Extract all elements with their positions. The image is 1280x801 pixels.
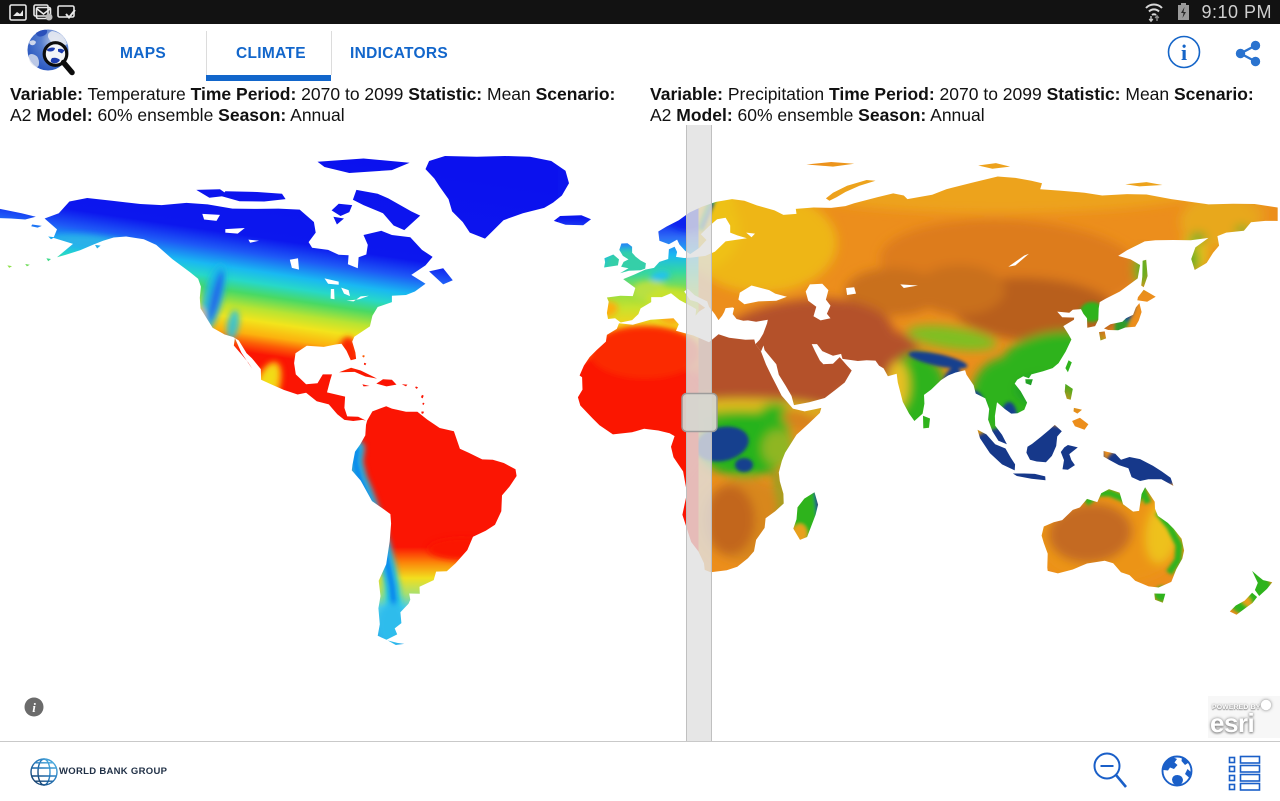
svg-text:i: i: [32, 700, 36, 715]
svg-text:i: i: [1181, 40, 1187, 65]
svg-text:esri: esri: [1210, 708, 1254, 738]
svg-text:POWERED BY: POWERED BY: [1212, 704, 1261, 711]
